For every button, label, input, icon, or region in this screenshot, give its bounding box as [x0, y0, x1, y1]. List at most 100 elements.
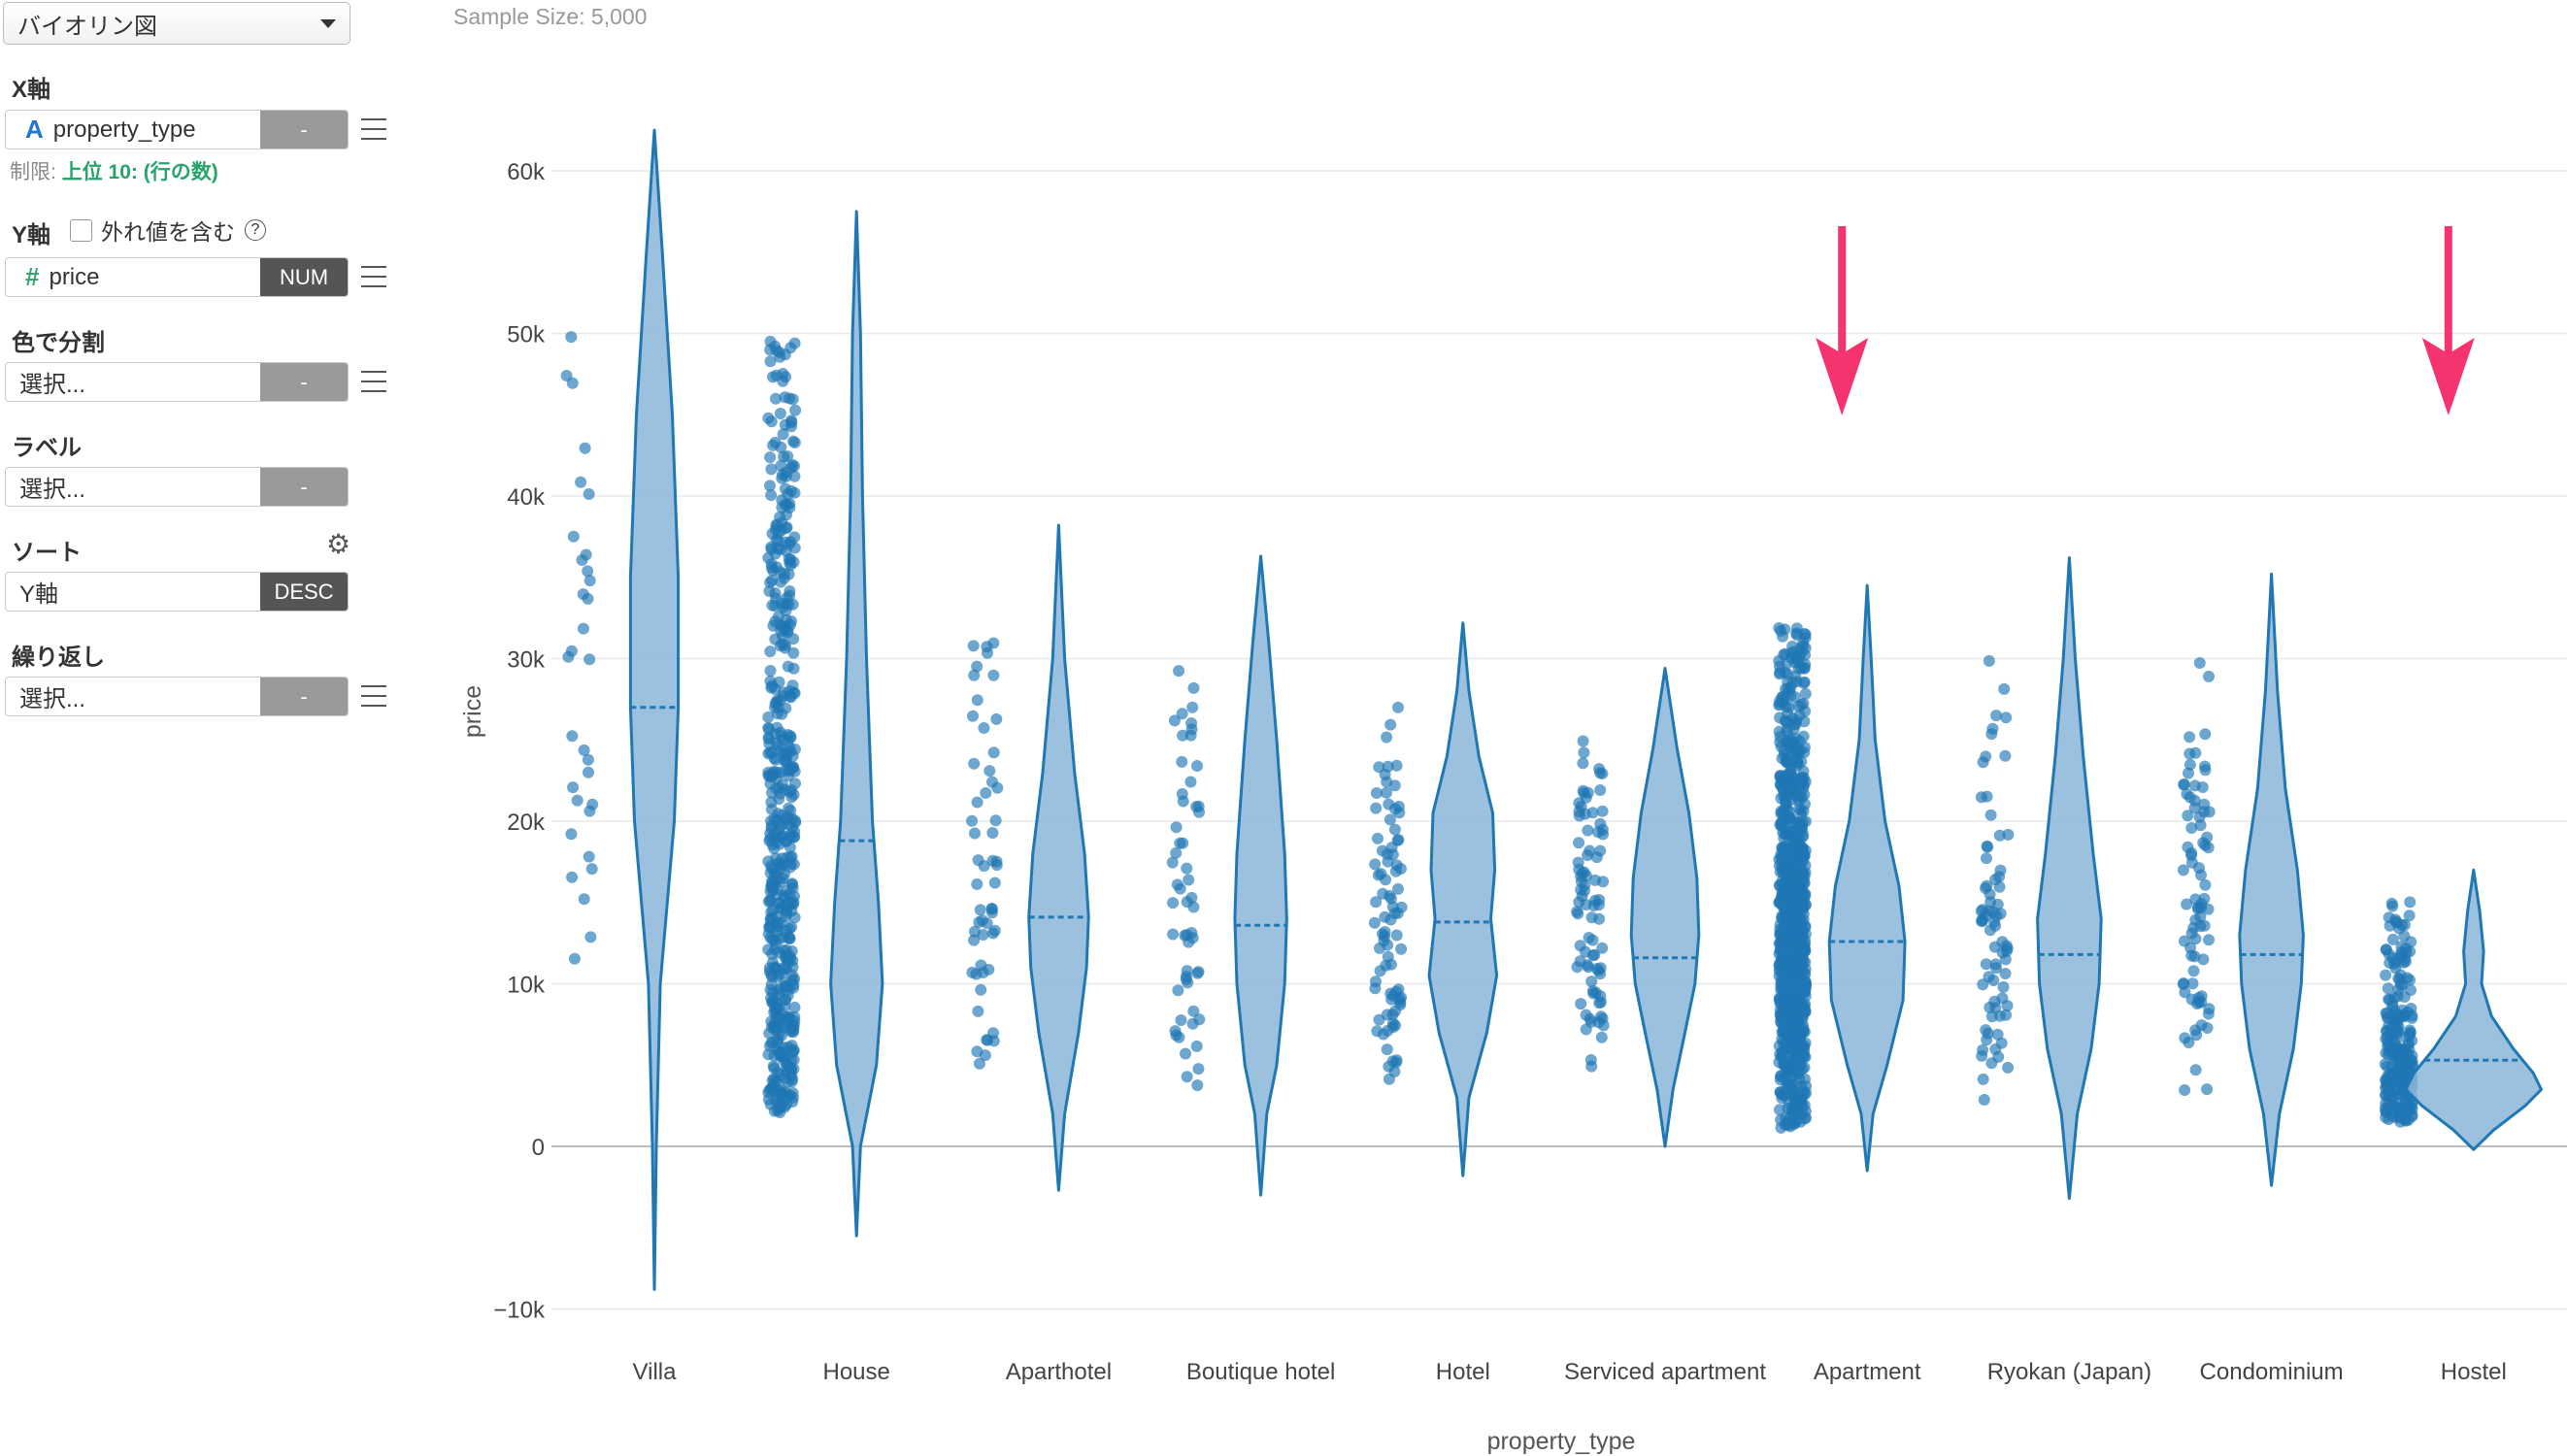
- data-point: [971, 1045, 983, 1058]
- x-tick-label: Hotel: [1436, 1359, 1490, 1385]
- color-split-button[interactable]: -: [260, 363, 348, 401]
- data-point: [1794, 871, 1807, 883]
- x-axis-value: property_type: [52, 116, 196, 143]
- include-outliers-checkbox[interactable]: [70, 218, 92, 242]
- data-point: [2183, 767, 2194, 779]
- data-point: [966, 814, 978, 827]
- data-point: [1168, 714, 1181, 727]
- data-point: [1177, 795, 1189, 808]
- data-point: [764, 665, 777, 677]
- data-point: [2195, 898, 2208, 910]
- data-point: [2400, 1091, 2412, 1104]
- data-point: [2385, 897, 2398, 910]
- data-point: [774, 408, 786, 419]
- data-point: [1799, 938, 1811, 950]
- data-point: [783, 785, 796, 798]
- data-point: [1788, 965, 1801, 977]
- text-type-icon: A: [25, 115, 44, 144]
- data-point: [1596, 805, 1609, 817]
- data-point: [1775, 816, 1787, 829]
- data-point: [787, 662, 800, 675]
- data-point: [2404, 896, 2417, 909]
- repeat-field[interactable]: 選択... -: [5, 677, 349, 716]
- data-point: [1784, 787, 1797, 800]
- data-point: [767, 933, 779, 945]
- x-axis-field[interactable]: A property_type -: [5, 110, 349, 149]
- label-button[interactable]: -: [260, 468, 348, 506]
- chart-type-value: バイオリン図: [17, 13, 157, 40]
- include-outliers-option[interactable]: 外れ値を含む ?: [70, 214, 266, 247]
- data-point: [764, 451, 777, 464]
- y-axis-agg-button[interactable]: NUM: [260, 258, 348, 296]
- data-point: [1386, 1055, 1399, 1068]
- data-point: [1983, 971, 1995, 983]
- data-point: [788, 337, 801, 349]
- data-point: [2382, 1031, 2393, 1043]
- data-point: [1996, 946, 2009, 959]
- annotations: [1816, 226, 2475, 415]
- data-point: [1573, 837, 1585, 849]
- data-point: [583, 575, 596, 587]
- sort-order-button[interactable]: DESC: [260, 573, 348, 611]
- data-point: [1989, 958, 2002, 971]
- data-point: [2186, 977, 2199, 990]
- include-outliers-label: 外れ値を含む: [101, 219, 235, 245]
- data-point: [788, 973, 801, 985]
- data-point: [974, 904, 986, 916]
- color-split-menu-icon[interactable]: [361, 371, 386, 392]
- data-point: [1986, 722, 1999, 735]
- sort-field[interactable]: Y軸 DESC: [5, 572, 349, 612]
- data-point: [1585, 976, 1598, 988]
- data-point: [1390, 759, 1403, 772]
- limit-value[interactable]: 上位 10: (行の数): [61, 161, 218, 183]
- data-point: [2181, 898, 2193, 910]
- data-point: [1785, 652, 1798, 664]
- data-point: [2380, 943, 2392, 956]
- color-split-field[interactable]: 選択... -: [5, 362, 349, 402]
- data-point: [770, 782, 783, 795]
- label-section-label: ラベル: [12, 435, 82, 461]
- data-point: [2406, 1100, 2418, 1112]
- label-field[interactable]: 選択... -: [5, 467, 349, 507]
- data-point: [2401, 972, 2414, 984]
- data-point: [783, 568, 795, 580]
- repeat-menu-icon[interactable]: [361, 685, 386, 707]
- data-point: [769, 436, 782, 448]
- data-point: [990, 859, 1003, 872]
- data-point: [1977, 756, 1989, 769]
- data-point: [967, 640, 980, 652]
- data-point: [788, 486, 801, 499]
- data-point: [1783, 984, 1795, 996]
- data-point: [1187, 1005, 1200, 1017]
- repeat-button[interactable]: -: [260, 678, 348, 715]
- data-point: [788, 460, 800, 473]
- data-point: [577, 622, 589, 635]
- x-axis-menu-icon[interactable]: [361, 118, 386, 140]
- help-icon[interactable]: ?: [245, 219, 266, 241]
- x-axis-button[interactable]: -: [260, 111, 348, 149]
- violin-shape: [2404, 868, 2543, 1151]
- data-point: [773, 676, 785, 688]
- data-point: [2405, 984, 2417, 996]
- data-point: [967, 710, 979, 722]
- data-point: [763, 835, 776, 847]
- data-point: [765, 463, 778, 476]
- data-point: [987, 746, 1000, 759]
- y-axis-field[interactable]: # price NUM: [5, 257, 349, 297]
- data-point: [1991, 1028, 2004, 1041]
- data-point: [1597, 876, 1610, 888]
- data-point: [1577, 735, 1589, 747]
- y-axis-menu-icon[interactable]: [361, 266, 386, 287]
- gear-icon[interactable]: ⚙: [326, 529, 351, 559]
- data-point: [1370, 787, 1383, 799]
- data-point: [778, 830, 790, 843]
- chart-type-select[interactable]: バイオリン図: [3, 2, 350, 45]
- y-tick-label: 40k: [507, 484, 546, 511]
- data-point: [2392, 973, 2405, 985]
- data-point: [762, 711, 775, 723]
- data-point: [1190, 1040, 1203, 1052]
- x-axis-limit[interactable]: 制限: 上位 10: (行の数): [10, 156, 218, 185]
- data-point: [1781, 1080, 1793, 1093]
- data-point: [779, 498, 791, 511]
- x-axis-label: X軸: [12, 77, 51, 103]
